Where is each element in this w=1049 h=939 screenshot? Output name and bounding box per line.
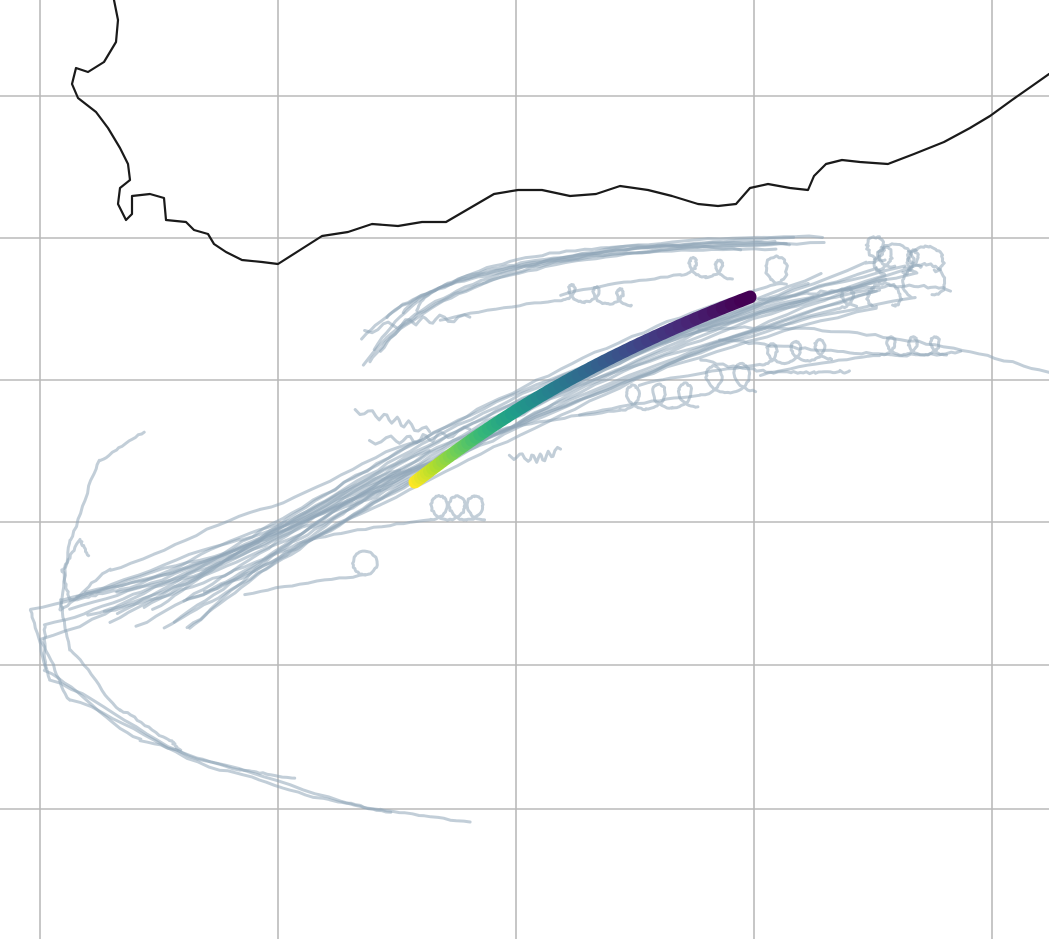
main-trajectory — [408, 290, 757, 489]
ensemble-trajectory-line — [42, 489, 382, 780]
ensemble-trajectory-line — [372, 244, 743, 352]
ensemble-trajectory-line — [108, 298, 810, 624]
ensemble-trajectory-line — [757, 283, 952, 302]
ensemble-trajectory-line — [363, 313, 472, 335]
ensemble-trajectory-line — [718, 338, 963, 358]
main-trajectory-segment — [734, 290, 757, 308]
ensemble-trajectory-line — [368, 425, 472, 446]
ensemble-trajectory-line — [59, 457, 442, 752]
ensemble-trajectory-line — [172, 242, 916, 624]
ensemble-trajectory-line — [243, 549, 379, 597]
ensemble-trajectory-line — [368, 240, 791, 364]
ensemble-trajectory-line — [115, 254, 789, 616]
ensemble-trajectory-line — [353, 408, 432, 434]
coastline — [70, 0, 1049, 266]
ensemble-trajectory-line — [60, 468, 402, 602]
ensemble-trajectory-line — [438, 283, 633, 322]
ensemble-trajectory-line — [185, 245, 897, 630]
ensemble-trajectory-line — [507, 445, 562, 464]
ensemble-trajectory-line — [559, 256, 734, 297]
ensemble-trajectory-line — [38, 449, 431, 814]
ensemble-trajectory-line — [699, 358, 851, 376]
ensemble-trajectory-line — [759, 335, 948, 377]
ensemble-trajectory-line — [697, 325, 1049, 374]
ensemble-trajectories — [28, 234, 1049, 824]
ensemble-trajectory-line — [308, 494, 486, 542]
ensemble-trajectory-line — [58, 430, 422, 612]
